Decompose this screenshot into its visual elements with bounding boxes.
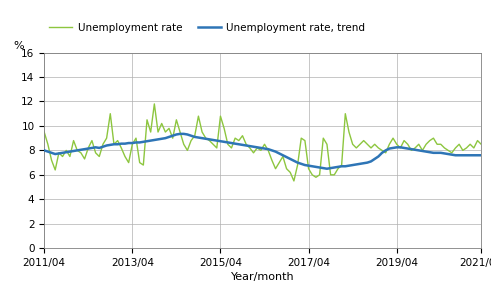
Line: Unemployment rate: Unemployment rate xyxy=(44,104,481,181)
Unemployment rate, trend xyxy=(159,137,164,140)
Legend: Unemployment rate, Unemployment rate, trend: Unemployment rate, Unemployment rate, tr… xyxy=(50,22,365,32)
Unemployment rate, trend xyxy=(177,132,183,135)
Unemployment rate xyxy=(41,130,47,134)
Unemployment rate xyxy=(394,142,400,146)
Unemployment rate, trend xyxy=(471,154,477,157)
Unemployment rate, trend xyxy=(478,154,484,157)
Unemployment rate, trend xyxy=(394,146,400,149)
Unemployment rate xyxy=(287,171,293,174)
Unemployment rate, trend xyxy=(350,163,355,167)
Unemployment rate xyxy=(163,130,168,134)
Unemployment rate xyxy=(471,146,477,150)
Unemployment rate xyxy=(350,142,355,146)
Unemployment rate xyxy=(291,179,297,183)
X-axis label: Year/month: Year/month xyxy=(231,272,295,282)
Unemployment rate xyxy=(133,136,139,140)
Unemployment rate, trend xyxy=(287,157,293,161)
Unemployment rate, trend xyxy=(133,141,139,144)
Unemployment rate, trend xyxy=(324,167,330,171)
Unemployment rate xyxy=(151,102,157,106)
Text: %: % xyxy=(14,41,24,51)
Unemployment rate xyxy=(478,142,484,146)
Line: Unemployment rate, trend: Unemployment rate, trend xyxy=(44,134,481,169)
Unemployment rate, trend xyxy=(41,149,47,152)
